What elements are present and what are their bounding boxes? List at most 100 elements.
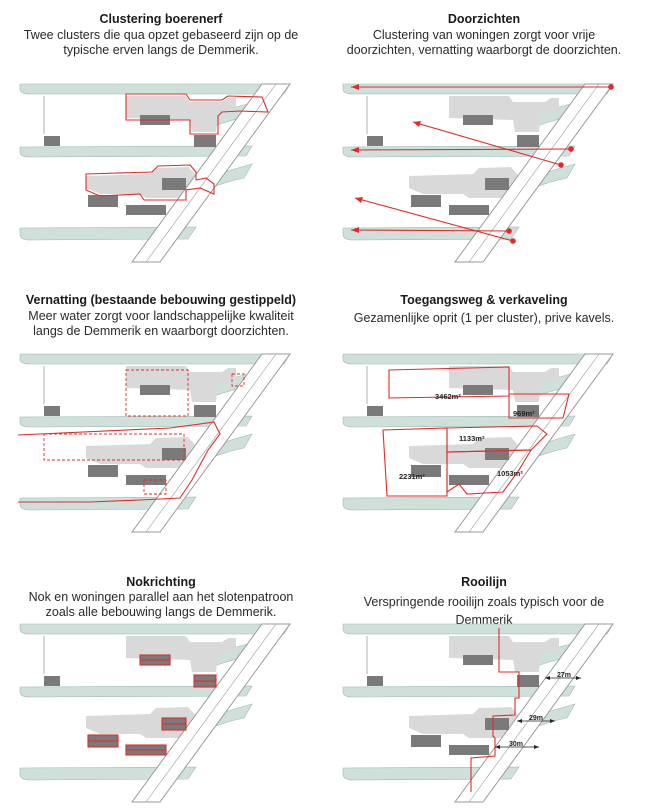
panel-title: Clustering boerenerf xyxy=(99,12,223,26)
panel-desc-line-2: Demmerik xyxy=(455,613,513,627)
plot-area-label: 1133m² xyxy=(459,434,485,443)
building xyxy=(449,745,489,755)
building xyxy=(517,405,539,417)
road-centerline xyxy=(468,623,600,803)
building-line-overlay: 27m 29m 30m xyxy=(470,628,581,792)
road-centerline xyxy=(468,353,600,533)
building xyxy=(162,448,186,460)
parcel xyxy=(446,449,532,495)
building xyxy=(485,178,509,190)
parcel xyxy=(382,427,448,497)
base-map xyxy=(19,353,291,533)
plot-area-label: 3462m² xyxy=(435,392,461,401)
parcel xyxy=(446,425,548,453)
building xyxy=(367,136,383,146)
watercourse xyxy=(342,353,614,365)
panel-vernatting: Vernatting (bestaande bebouwing gestippe… xyxy=(0,270,322,540)
site-plan xyxy=(342,83,614,263)
watercourse xyxy=(342,623,614,635)
watercourse xyxy=(19,623,291,635)
yard-area xyxy=(126,96,236,132)
building xyxy=(88,195,118,207)
panel-title: Nokrichting xyxy=(126,575,196,589)
building xyxy=(485,718,509,730)
yard-area xyxy=(86,167,196,198)
panel-doorzichten: Doorzichten Clustering van woningen zorg… xyxy=(323,0,645,270)
site-plan xyxy=(19,623,291,803)
water-overlay xyxy=(17,369,245,503)
base-map xyxy=(19,623,291,803)
plot-area-label: 2231m² xyxy=(399,472,425,481)
panel-nokrichting: Nokrichting Nok en woningen parallel aan… xyxy=(0,540,322,810)
watercourse xyxy=(19,353,291,365)
base-map xyxy=(342,83,614,263)
building xyxy=(411,735,441,747)
site-plan: 27m 29m 30m xyxy=(342,623,614,803)
road-centerline xyxy=(468,83,600,263)
viewpoint-dot xyxy=(608,84,614,90)
road-centerline xyxy=(145,623,277,803)
panel-desc-line-2: typische erven langs de Demmerik. xyxy=(63,43,259,57)
viewpoint-dot xyxy=(510,238,516,244)
watercourse xyxy=(19,145,253,158)
building xyxy=(194,405,216,417)
panel-title: Vernatting (bestaande bebouwing gestippe… xyxy=(25,293,297,307)
building xyxy=(411,195,441,207)
building xyxy=(162,178,186,190)
site-plan xyxy=(17,353,291,533)
panel-title: Rooilijn xyxy=(461,575,507,589)
plot-area-label: 969m² xyxy=(513,409,535,418)
panel-desc-line-1: Nok en woningen parallel aan het slotenp… xyxy=(28,590,294,604)
building xyxy=(449,475,489,485)
viewpoint-dot xyxy=(568,146,574,152)
ridge-overlay xyxy=(87,654,217,756)
building xyxy=(517,675,539,687)
building xyxy=(463,385,493,395)
building xyxy=(44,406,60,416)
watercourse xyxy=(342,83,614,95)
panel-title: Toegangsweg & verkaveling xyxy=(400,293,568,307)
panel-title: Doorzichten xyxy=(447,12,521,26)
distance-label: 30m xyxy=(509,741,523,748)
building xyxy=(485,448,509,460)
panel-desc-line-2: doorzichten, vernatting waarborgt de doo… xyxy=(346,43,622,57)
building xyxy=(517,135,539,147)
yard-area xyxy=(126,636,236,672)
watercourse xyxy=(19,83,291,95)
site-plan: 3462m² 969m² 1133m² 2231m² 1053m² xyxy=(342,353,614,533)
base-map xyxy=(342,353,614,533)
panel-desc-line-1: Meer water zorgt voor landschappelijke k… xyxy=(28,309,294,323)
road-centerline xyxy=(145,83,277,263)
panel-desc-line-2: zoals alle bebouwing langs de Demmerik. xyxy=(45,605,277,619)
yard-area xyxy=(449,636,559,672)
panel-desc-line-1: Twee clusters die qua opzet gebaseerd zi… xyxy=(23,28,299,42)
panel-desc-line-1: Gezamenlijke oprit (1 per cluster), priv… xyxy=(353,311,615,325)
building xyxy=(194,135,216,147)
panel-desc-line-1: Clustering van woningen zorgt voor vrije xyxy=(372,28,596,42)
panel-rooilijn: Rooilijn Verspringende rooilijn zoals ty… xyxy=(323,540,645,810)
building xyxy=(449,205,489,215)
building xyxy=(44,676,60,686)
building xyxy=(411,465,441,477)
yard-area xyxy=(449,96,559,132)
building xyxy=(463,115,493,125)
building xyxy=(463,655,493,665)
building xyxy=(88,465,118,477)
panel-desc-line-2: langs de Demmerik en waarborgt doorzicht… xyxy=(33,324,289,338)
panel-desc-line-1: Verspringende rooilijn zoals typisch voo… xyxy=(363,595,605,609)
base-map xyxy=(342,623,614,803)
base-map xyxy=(19,83,291,263)
parcel-overlay: 3462m² 969m² 1133m² 2231m² 1053m² xyxy=(382,366,570,497)
road-centerline xyxy=(145,353,277,533)
yard-area xyxy=(409,437,519,468)
parcel xyxy=(508,393,570,419)
building xyxy=(126,205,166,215)
watercourse xyxy=(19,685,253,698)
yard-area xyxy=(409,707,519,738)
viewpoint-dot xyxy=(558,162,564,168)
plot-area-label: 1053m² xyxy=(497,469,523,478)
yard-area xyxy=(126,366,236,402)
building xyxy=(44,136,60,146)
viewpoint-dot xyxy=(506,228,512,234)
panel-toegangsweg: Toegangsweg & verkaveling Gezamenlijke o… xyxy=(323,270,645,540)
